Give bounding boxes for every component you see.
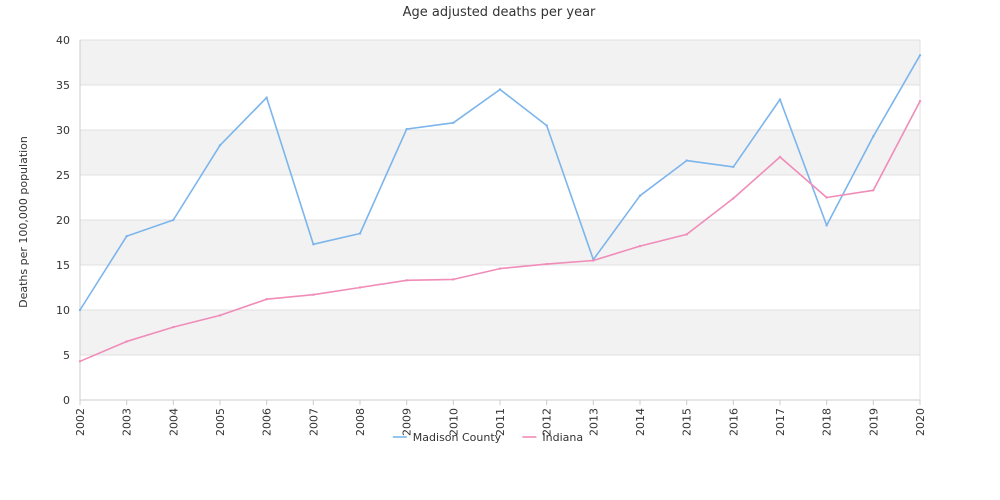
data-point[interactable] xyxy=(545,124,548,127)
y-axis-label: Deaths per 100,000 population xyxy=(17,136,30,308)
data-point[interactable] xyxy=(125,235,128,238)
data-point[interactable] xyxy=(732,197,735,200)
data-point[interactable] xyxy=(638,244,642,248)
y-tick-label: 30 xyxy=(56,124,70,137)
data-point[interactable] xyxy=(78,360,82,363)
y-tick-label: 25 xyxy=(56,169,70,182)
grid-band xyxy=(80,85,920,130)
data-point[interactable] xyxy=(592,259,595,262)
x-tick-label: 2016 xyxy=(727,408,740,436)
x-tick-label: 2002 xyxy=(74,408,87,436)
y-tick-label: 20 xyxy=(56,214,70,227)
x-tick-label: 2013 xyxy=(587,408,600,436)
y-tick-label: 10 xyxy=(56,304,70,317)
data-point[interactable] xyxy=(218,144,222,147)
data-point[interactable] xyxy=(405,127,408,131)
y-tick-label: 0 xyxy=(63,394,70,407)
y-tick-label: 5 xyxy=(63,349,70,362)
grid-band xyxy=(80,175,920,220)
data-point[interactable] xyxy=(638,194,642,197)
series-lines xyxy=(78,54,922,363)
data-point[interactable] xyxy=(685,159,688,162)
x-tick-label: 2012 xyxy=(541,408,554,436)
data-point[interactable] xyxy=(498,267,502,270)
x-tick-label: 2008 xyxy=(354,408,367,436)
data-point[interactable] xyxy=(172,325,175,329)
data-point[interactable] xyxy=(312,293,315,296)
data-point[interactable] xyxy=(825,196,828,199)
x-tick-label: 2006 xyxy=(261,408,274,436)
data-point[interactable] xyxy=(172,218,175,222)
legend-label: Indiana xyxy=(542,431,583,444)
grid-bands xyxy=(80,40,920,400)
data-point[interactable] xyxy=(218,314,222,317)
data-point[interactable] xyxy=(685,233,688,236)
data-point[interactable] xyxy=(872,189,875,192)
legend-item[interactable]: Indiana xyxy=(522,431,583,444)
data-point[interactable] xyxy=(452,278,455,281)
y-tick-labels: 0 5 10 15 20 25 30 35 40 xyxy=(56,34,70,407)
y-tick-label: 40 xyxy=(56,34,70,47)
legend[interactable]: Madison County Indiana xyxy=(392,431,583,444)
data-point[interactable] xyxy=(265,96,268,99)
x-tick-label: 2010 xyxy=(447,408,460,436)
x-tick-label: 2009 xyxy=(401,408,414,436)
legend-label: Madison County xyxy=(413,431,502,444)
data-point[interactable] xyxy=(545,262,548,266)
data-point[interactable] xyxy=(498,88,502,91)
data-point[interactable] xyxy=(732,165,735,169)
data-point[interactable] xyxy=(125,340,128,343)
data-point[interactable] xyxy=(358,232,362,235)
data-point[interactable] xyxy=(918,100,922,103)
data-point[interactable] xyxy=(918,54,922,57)
data-point[interactable] xyxy=(265,298,268,301)
x-tick-label: 2018 xyxy=(821,408,834,436)
legend-item[interactable]: Madison County xyxy=(392,431,502,444)
data-point[interactable] xyxy=(358,286,362,289)
x-tick-label: 2011 xyxy=(494,408,507,436)
data-point[interactable] xyxy=(78,308,82,312)
x-tick-label: 2004 xyxy=(167,408,180,436)
grid-band xyxy=(80,355,920,400)
chart-title: Age adjusted deaths per year xyxy=(403,5,596,20)
x-tick-label: 2003 xyxy=(121,408,134,436)
x-tick-label: 2020 xyxy=(914,408,927,436)
y-tick-label: 15 xyxy=(56,259,70,272)
grid-band xyxy=(80,220,920,265)
data-point[interactable] xyxy=(405,279,408,282)
x-tick-label: 2017 xyxy=(774,408,787,436)
grid-band xyxy=(80,310,920,355)
x-tick-label: 2007 xyxy=(307,408,320,436)
y-tick-label: 35 xyxy=(56,79,70,92)
x-tick-labels: 2002 2003 2004 2005 2006 2007 2008 2009 2010 2011… xyxy=(74,400,927,436)
data-point[interactable] xyxy=(825,224,828,227)
data-point[interactable] xyxy=(452,121,455,125)
data-point[interactable] xyxy=(872,135,875,138)
grid-band xyxy=(80,40,920,85)
data-point[interactable] xyxy=(778,98,782,101)
data-point[interactable] xyxy=(312,243,315,246)
data-point[interactable] xyxy=(778,155,782,159)
grid-band xyxy=(80,265,920,310)
x-tick-label: 2005 xyxy=(214,408,227,436)
x-tick-label: 2019 xyxy=(867,408,880,436)
x-tick-label: 2015 xyxy=(681,408,694,436)
x-tick-label: 2014 xyxy=(634,408,647,436)
grid-band xyxy=(80,130,920,175)
